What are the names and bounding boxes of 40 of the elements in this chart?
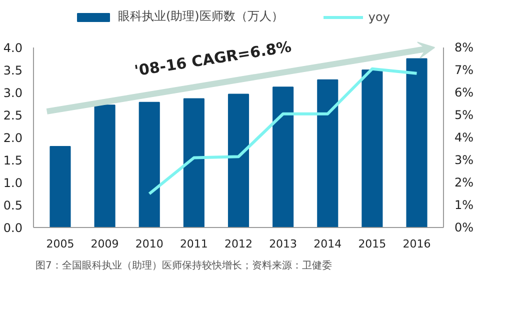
y-tick-label: 0.0 (3, 221, 23, 235)
bar (272, 86, 294, 228)
y2-tick-label: 4% (454, 130, 474, 144)
y2-tick-label: 7% (454, 63, 474, 77)
y-tick-label: 1.5 (3, 154, 23, 168)
bar (138, 102, 160, 228)
y-tick-label: 3.5 (3, 64, 23, 78)
bar (183, 98, 204, 228)
y-tick-label: 2.5 (3, 108, 23, 122)
y-tick-label: 1.0 (3, 176, 23, 190)
y2-tick-label: 0% (454, 220, 474, 234)
bar (228, 94, 250, 228)
y-tick-label: 3.0 (3, 86, 23, 100)
bar (50, 146, 71, 228)
y2-tick-label: 6% (454, 86, 474, 100)
y2-tick-label: 5% (454, 108, 474, 122)
bar (317, 79, 338, 228)
y-tick-label: 2.0 (3, 131, 23, 145)
x-tick-label: 2011 (180, 238, 208, 250)
y-tick-label: 0.5 (3, 198, 23, 212)
x-tick-label: 2005 (46, 238, 74, 250)
legend-label: yoy (368, 10, 390, 24)
y2-tick-label: 1% (454, 198, 474, 212)
x-tick-label: 2016 (402, 238, 431, 250)
x-tick-label: 2013 (269, 238, 298, 250)
y2-tick-label: 3% (454, 153, 474, 167)
y2-tick-label: 2% (454, 176, 474, 190)
x-tick-label: 2015 (358, 238, 386, 250)
bar (362, 70, 383, 228)
x-tick-label: 2014 (314, 238, 342, 250)
bar (406, 58, 428, 228)
legend-label: 眼科执业(助理)医师数（万人） (118, 8, 284, 25)
x-tick-label: 2009 (90, 238, 119, 250)
x-tick-label: 2010 (135, 238, 164, 250)
y2-tick-label: 8% (454, 40, 474, 54)
bar (94, 104, 116, 228)
y-tick-label: 4.0 (3, 41, 23, 55)
caption: 图7：全国眼科执业（助理）医师保持较快增长；资料来源：卫健委 (36, 260, 332, 272)
x-tick-label: 2012 (224, 238, 253, 250)
annotation: '08-16 CAGR=6.8% (133, 38, 293, 80)
